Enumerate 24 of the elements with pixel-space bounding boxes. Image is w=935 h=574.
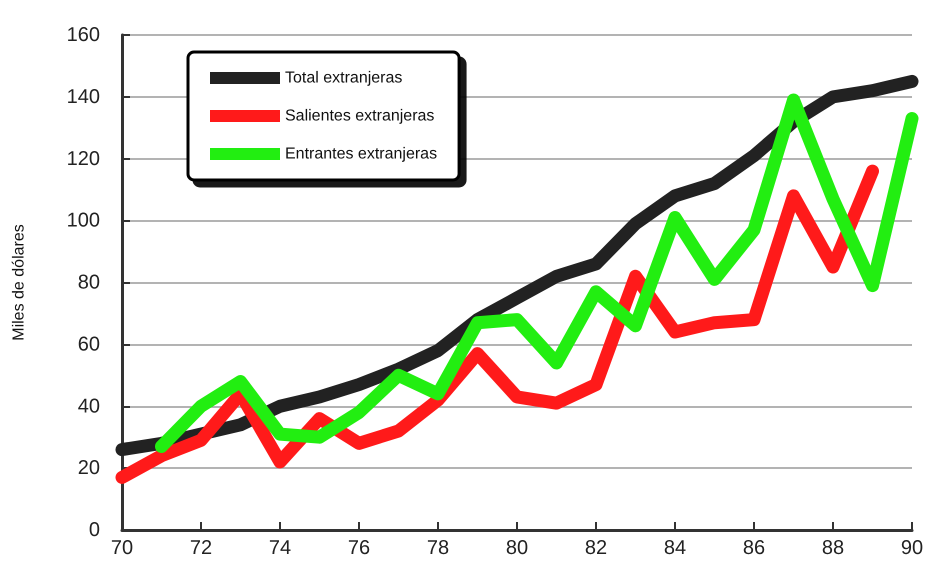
y-axis-title: Miles de dólares [10, 224, 28, 341]
x-tick-label: 90 [900, 537, 924, 559]
legend-label: Total extranjeras [285, 70, 402, 86]
x-tick-label: 70 [110, 537, 134, 559]
y-tick-label: 120 [66, 148, 100, 170]
legend-label: Entrantes extranjeras [285, 146, 438, 162]
y-tick-label: 80 [78, 272, 100, 294]
x-tick-label: 88 [822, 537, 844, 559]
y-tick-label: 60 [78, 333, 100, 356]
x-tick-label: 76 [348, 537, 370, 559]
x-tick-label: 82 [584, 537, 608, 559]
x-tick-label: 80 [506, 537, 528, 559]
x-tick-label: 84 [664, 537, 686, 559]
x-tick-label: 86 [742, 537, 766, 559]
y-tick-label: 20 [78, 457, 100, 480]
x-tick-label: 74 [268, 537, 292, 559]
legend-label: Salientes extranjeras [285, 108, 434, 124]
x-tick-label: 72 [190, 537, 212, 559]
y-tick-label: 0 [88, 519, 100, 541]
y-tick-label: 100 [66, 210, 100, 232]
y-tick-label: 160 [66, 24, 100, 46]
x-tick-label: 78 [426, 537, 450, 559]
y-tick-label: 140 [66, 86, 100, 108]
y-tick-label: 40 [78, 395, 100, 418]
